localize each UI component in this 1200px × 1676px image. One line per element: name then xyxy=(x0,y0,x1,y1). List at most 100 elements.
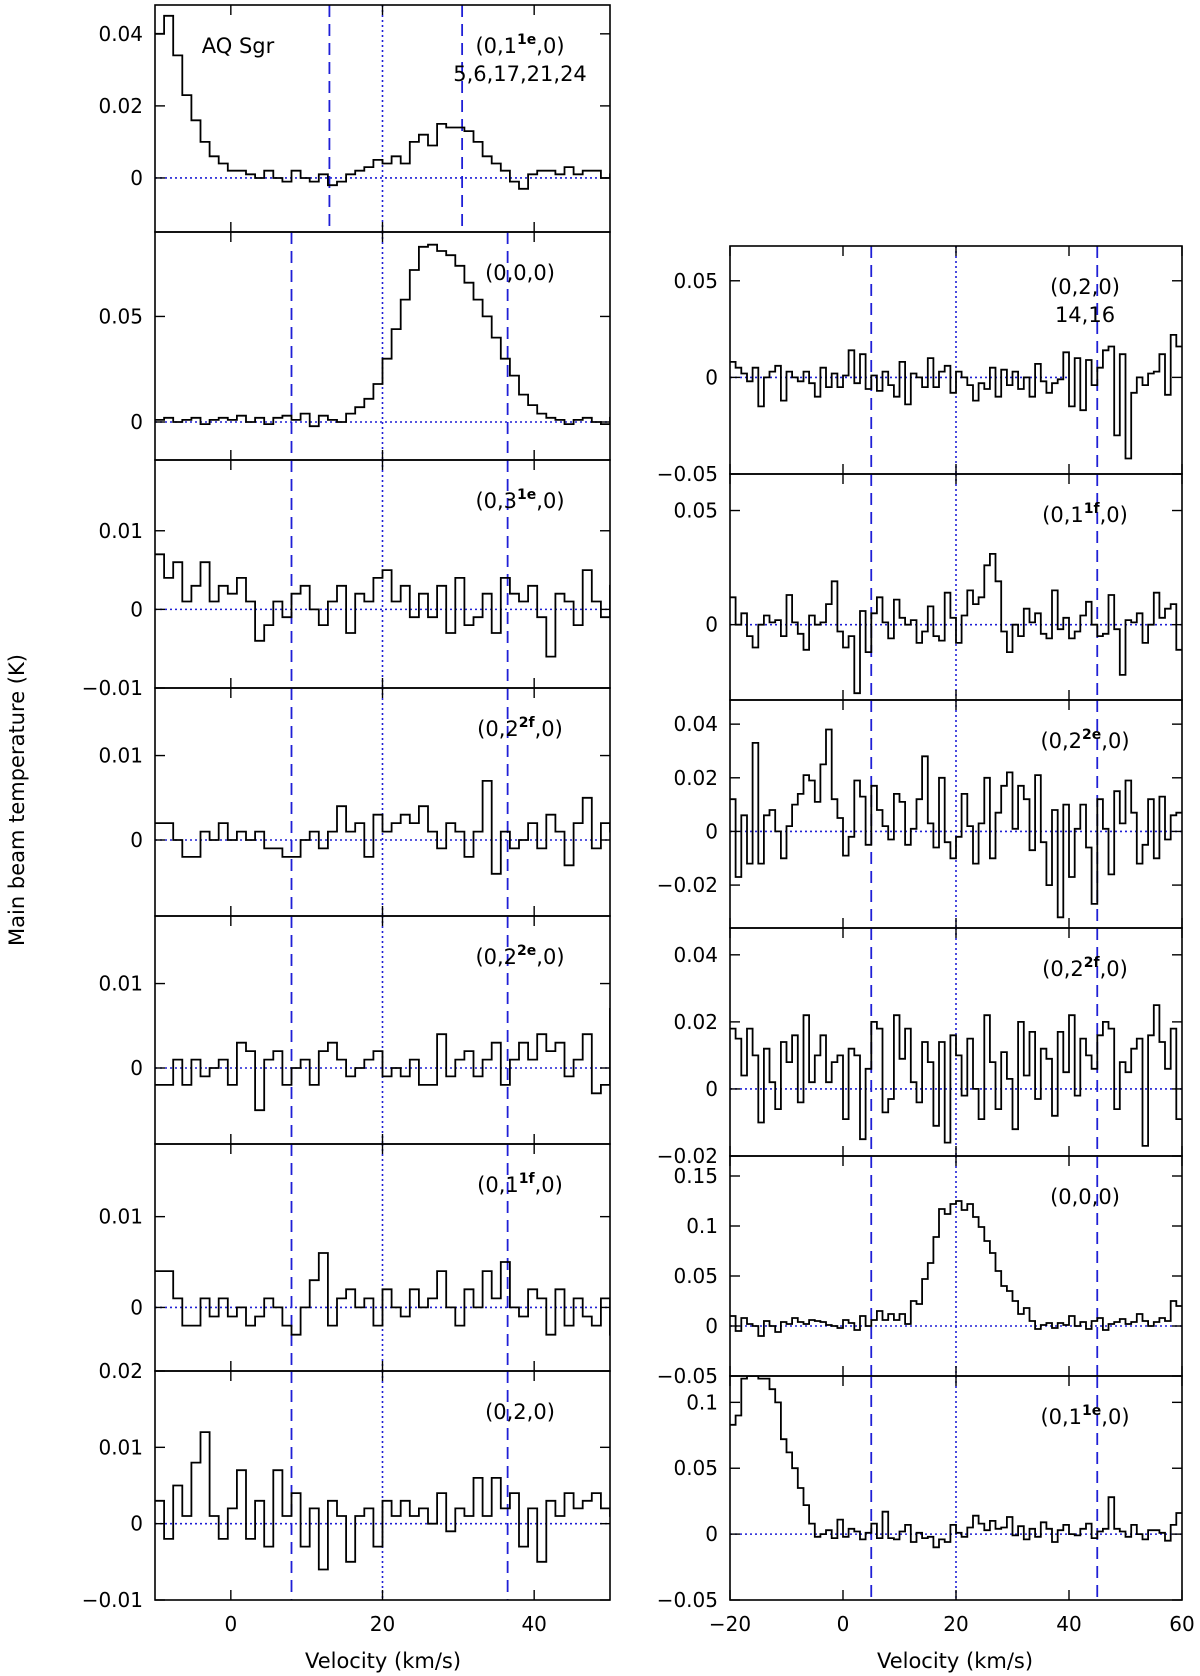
panel-10: −0.02 0 0.02 0.04 (0,22f,0) xyxy=(657,927,1183,1168)
y-tick-label: 0.05 xyxy=(673,269,718,293)
y-tick-label: −0.01 xyxy=(82,676,143,700)
transition-label: (0,2,0) xyxy=(485,1400,555,1424)
y-tick-label: 0.04 xyxy=(98,22,143,46)
y-tick-label: 0.02 xyxy=(673,1010,718,1034)
y-tick-label: −0.02 xyxy=(657,873,718,897)
y-tick-label: 0.05 xyxy=(673,1456,718,1480)
transition-label: (0,22f,0) xyxy=(477,715,563,741)
x-tick-label: 60 xyxy=(1169,1612,1194,1636)
line-numbers-label: 14,16 xyxy=(1055,303,1115,327)
y-tick-label: 0.05 xyxy=(673,499,718,523)
y-tick-label: 0.01 xyxy=(98,519,143,543)
y-tick-label: 0 xyxy=(705,1077,718,1101)
y-tick-label: 0 xyxy=(705,365,718,389)
panel-9: −0.02 0 0.02 0.04 (0,22e,0) xyxy=(657,699,1183,929)
y-tick-label: 0 xyxy=(130,597,143,621)
y-tick-label: −0.05 xyxy=(657,1588,718,1612)
transition-label: (0,11f,0) xyxy=(477,1171,563,1197)
plot-area xyxy=(730,474,1182,700)
y-tick-label: 0.05 xyxy=(98,304,143,328)
spectrum-trace xyxy=(155,1431,610,1571)
y-tick-label: 0.02 xyxy=(98,1359,143,1383)
y-tick-label: 0.1 xyxy=(686,1214,718,1238)
plot-area xyxy=(730,928,1182,1156)
spectrum-trace xyxy=(730,1200,1182,1337)
spectrum-trace xyxy=(730,728,1182,919)
panel-6: −0.01 0 0.01 0.02 (0,2,0) xyxy=(82,1359,611,1612)
y-tick-label: 0 xyxy=(130,1295,143,1319)
panel-4: 0 0.01 (0,22e,0) xyxy=(98,915,611,1145)
transition-label: (0,22f,0) xyxy=(1042,955,1128,981)
transition-label: (0,11e,0) xyxy=(1040,1403,1129,1429)
transition-label: (0,31e,0) xyxy=(475,487,564,513)
x-tick-label: 0 xyxy=(837,1612,850,1636)
panel-3: 0 0.01 (0,22f,0) xyxy=(98,687,611,917)
x-tick-label: 40 xyxy=(521,1612,546,1636)
y-tick-label: 0 xyxy=(705,819,718,843)
panel-0: 0 0.02 0.04 (0,11e,0) 5,6,17,21,24 xyxy=(98,4,611,233)
panels: 0 0.02 0.04 (0,11e,0) 5,6,17,21,24 0 0.05 (0,0,… xyxy=(82,4,1195,1636)
y-tick-label: −0.05 xyxy=(657,1364,718,1388)
x-tick-label: 20 xyxy=(370,1612,395,1636)
line-numbers-label: 5,6,17,21,24 xyxy=(453,62,587,86)
y-axis-label: Main beam temperature (K) xyxy=(5,654,29,946)
y-tick-label: 0 xyxy=(130,166,143,190)
y-tick-label: −0.02 xyxy=(657,1144,718,1168)
spectrum-trace xyxy=(730,553,1182,695)
y-tick-label: 0 xyxy=(130,1512,143,1536)
x-tick-label: 0 xyxy=(224,1612,237,1636)
panel-5: 0 0.01 (0,11f,0) xyxy=(98,1143,611,1372)
panel-12: −0.05 0 0.05 0.1 (0,11e,0) xyxy=(657,1375,1183,1612)
y-tick-label: 0 xyxy=(130,410,143,434)
y-tick-label: 0 xyxy=(705,1314,718,1338)
spectrum-trace xyxy=(155,780,610,875)
spectrum-trace xyxy=(155,243,610,428)
plot-area xyxy=(730,1156,1182,1376)
y-tick-label: 0 xyxy=(705,613,718,637)
y-tick-label: 0 xyxy=(705,1522,718,1546)
y-tick-label: −0.05 xyxy=(657,462,718,486)
y-tick-label: 0.04 xyxy=(673,712,718,736)
spectrum-trace xyxy=(155,14,610,190)
plot-area xyxy=(155,1371,610,1600)
plot-area xyxy=(155,688,610,916)
spectrum-trace xyxy=(730,1376,1182,1549)
transition-label: (0,2,0) xyxy=(1050,275,1120,299)
x-axis-label-left: Velocity (km/s) xyxy=(305,1649,461,1673)
y-tick-label: 0.02 xyxy=(98,94,143,118)
panel-8: 0 0.05 (0,11f,0) xyxy=(673,473,1183,701)
y-tick-label: 0.01 xyxy=(98,1205,143,1229)
panel-1: 0 0.05 (0,0,0) xyxy=(98,231,611,461)
transition-label: (0,0,0) xyxy=(485,261,555,285)
x-tick-label: −20 xyxy=(709,1612,751,1636)
plot-area xyxy=(730,700,1182,928)
y-tick-label: 0 xyxy=(130,828,143,852)
y-tick-label: 0.01 xyxy=(98,972,143,996)
plot-area xyxy=(155,5,610,232)
x-axis-label-right: Velocity (km/s) xyxy=(877,1649,1033,1673)
transition-label: (0,22e,0) xyxy=(1040,727,1129,753)
transition-label: (0,22e,0) xyxy=(475,943,564,969)
spectrum-trace xyxy=(730,1004,1182,1147)
plot-area xyxy=(155,460,610,688)
plot-area xyxy=(155,916,610,1144)
spectrum-trace xyxy=(730,334,1182,460)
y-tick-label: 0.05 xyxy=(673,1264,718,1288)
y-tick-label: 0.1 xyxy=(686,1390,718,1414)
y-tick-label: 0 xyxy=(130,1056,143,1080)
transition-label: (0,11f,0) xyxy=(1042,501,1128,527)
transition-label: (0,11e,0) xyxy=(475,32,564,58)
y-tick-label: −0.01 xyxy=(82,1588,143,1612)
plot-area xyxy=(730,246,1182,474)
transition-label: (0,0,0) xyxy=(1050,1185,1120,1209)
x-tick-label: 40 xyxy=(1056,1612,1081,1636)
spectrum-trace xyxy=(155,1252,610,1336)
spectrum-trace xyxy=(155,553,610,658)
y-tick-label: 0.01 xyxy=(98,744,143,768)
panel-11: −0.05 0 0.05 0.1 0.15 (0,0,0) xyxy=(657,1155,1183,1388)
plot-area xyxy=(155,1144,610,1371)
x-tick-label: 20 xyxy=(943,1612,968,1636)
panel-2: −0.01 0 0.01 (0,31e,0) xyxy=(82,459,611,700)
y-tick-label: 0.02 xyxy=(673,766,718,790)
